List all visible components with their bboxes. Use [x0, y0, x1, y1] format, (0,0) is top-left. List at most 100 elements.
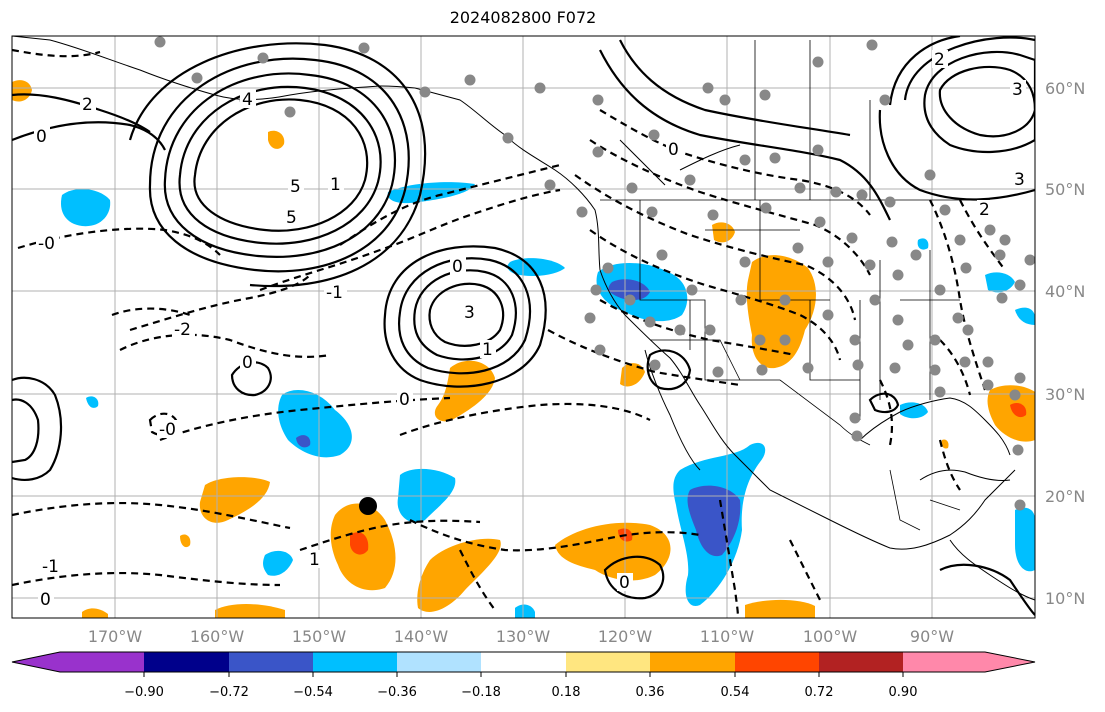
station-dot	[869, 294, 881, 306]
station-dot	[1014, 279, 1026, 291]
map-frame	[11, 35, 1036, 619]
station-dot	[792, 242, 804, 254]
station-dot	[702, 82, 714, 94]
colorbar-tick-label: −0.18	[461, 685, 501, 700]
station-dot	[1009, 389, 1021, 401]
station-dot	[584, 312, 596, 324]
contour-label: -0	[38, 234, 55, 254]
latitude-label: 20°N	[1045, 487, 1085, 506]
station-dot	[846, 232, 858, 244]
station-dot	[999, 234, 1011, 246]
station-dot	[756, 364, 768, 376]
colorbar-tick-label: −0.54	[293, 685, 333, 700]
contour-label: 0	[399, 390, 410, 410]
shade-patch	[263, 550, 293, 576]
station-markers	[154, 36, 1035, 511]
shade-patch	[86, 396, 99, 408]
shade-patch	[745, 599, 815, 618]
shade-patch	[712, 222, 735, 243]
latitude-label: 60°N	[1045, 79, 1085, 98]
longitude-label: 100°W	[803, 627, 858, 646]
colorbar-tick-label: 0.54	[721, 685, 750, 700]
station-dot	[802, 362, 814, 374]
contour-label: 0	[619, 573, 630, 593]
latitude-labels: 60°N 50°N 40°N 30°N 20°N 10°N	[1045, 79, 1085, 608]
contour-label: 2	[979, 200, 990, 220]
station-dot	[707, 209, 719, 221]
station-dot	[794, 182, 806, 194]
station-dot	[1014, 372, 1026, 384]
station-dot	[649, 359, 661, 371]
station-dot	[674, 324, 686, 336]
contour-label-bg	[666, 140, 682, 158]
colorbar-segment	[229, 652, 313, 672]
shade-patch	[417, 538, 501, 612]
contour-label-bg	[450, 257, 466, 275]
latitude-label: 40°N	[1045, 282, 1085, 301]
station-dot	[154, 36, 166, 48]
shade-patch	[507, 258, 565, 276]
station-dot	[646, 206, 658, 218]
contour-label-bg	[172, 320, 195, 338]
contour-label: 0	[40, 590, 51, 610]
station-dot	[822, 309, 834, 321]
station-dot	[754, 334, 766, 346]
station-dot	[886, 236, 898, 248]
station-dot	[779, 294, 791, 306]
station-dot	[982, 356, 994, 368]
shade-patch	[82, 608, 108, 618]
graticule	[12, 36, 1035, 618]
colorbar-segment	[397, 652, 481, 672]
colorbar-tick-label: −0.36	[377, 685, 417, 700]
shade-patch	[917, 238, 929, 250]
contour-label-bg	[80, 95, 96, 113]
contour-label-bg	[38, 590, 54, 608]
contour-label: 1	[309, 550, 320, 570]
station-dot	[954, 234, 966, 246]
station-dot	[712, 366, 724, 378]
station-dot	[686, 284, 698, 296]
longitude-label: 90°W	[910, 627, 954, 646]
colorbar-tick-label: −0.90	[124, 685, 164, 700]
contour-label: 3	[1014, 170, 1025, 190]
colorbar-tick-label: 0.72	[805, 685, 834, 700]
station-dot	[879, 94, 891, 106]
station-dot	[982, 379, 994, 391]
station-dot	[544, 179, 556, 191]
station-dot	[626, 182, 638, 194]
station-dot	[952, 312, 964, 324]
station-dot	[984, 224, 996, 236]
map-title: 2024082800 F072	[449, 8, 597, 27]
contour-label-bg	[288, 177, 304, 195]
contour-label-bg	[932, 50, 948, 68]
shade-patch	[941, 439, 949, 449]
shade-patch	[900, 402, 928, 419]
contour-label-bg	[284, 208, 300, 226]
station-dot	[849, 412, 861, 424]
contour-label: 0	[668, 140, 679, 160]
station-dot	[960, 262, 972, 274]
shade-patch	[515, 604, 535, 618]
contour-label-bg	[617, 573, 633, 591]
station-dot	[590, 284, 602, 296]
station-dot	[257, 52, 269, 64]
shade-patch	[215, 604, 285, 618]
station-dot	[769, 152, 781, 164]
station-dot	[996, 292, 1008, 304]
station-dot	[594, 344, 606, 356]
station-dot	[939, 204, 951, 216]
colorbar-outline	[11, 651, 1036, 673]
colorbar-segment	[819, 652, 903, 672]
contour-label-bg	[1010, 80, 1026, 98]
contour-label: 3	[1012, 80, 1023, 100]
contour-label: 1	[330, 175, 341, 195]
contour-label: 2	[934, 50, 945, 70]
station-dot	[994, 249, 1006, 261]
contour-label-bg	[1012, 170, 1028, 188]
colorbar-segment	[12, 652, 144, 672]
station-dot	[624, 294, 636, 306]
station-dot	[719, 94, 731, 106]
contour-label-bg	[240, 353, 256, 371]
station-dot	[892, 314, 904, 326]
